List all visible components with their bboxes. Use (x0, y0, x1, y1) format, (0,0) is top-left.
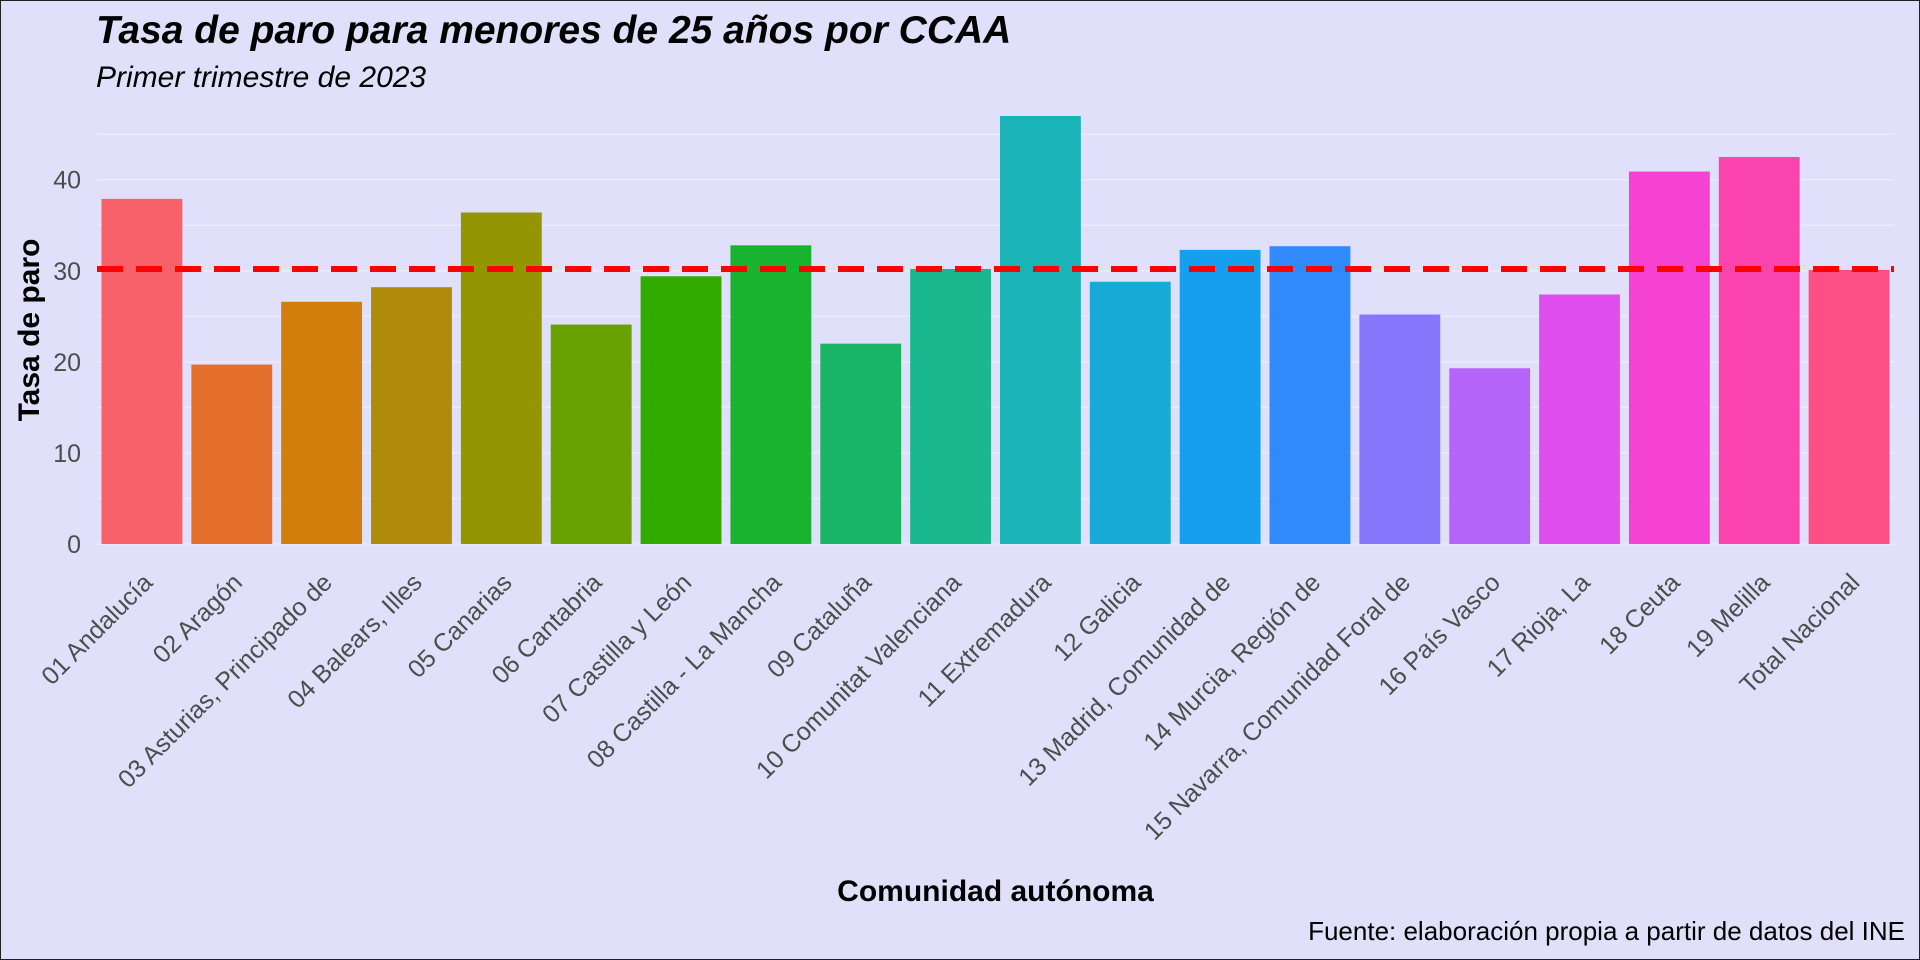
y-tick-label: 30 (53, 258, 81, 286)
bar (820, 343, 902, 544)
bar (640, 276, 722, 544)
bar (1179, 249, 1261, 544)
bar (1628, 171, 1710, 544)
y-tick-label: 10 (53, 440, 81, 468)
bar (1089, 281, 1171, 544)
chart-caption: Fuente: elaboración propia a partir de d… (1308, 916, 1905, 946)
y-axis-title: Tasa de paro (13, 239, 46, 422)
chart-subtitle: Primer trimestre de 2023 (96, 61, 427, 94)
bar (101, 198, 183, 544)
bar (910, 268, 992, 544)
bar (460, 212, 542, 545)
y-tick-label: 40 (53, 167, 81, 195)
x-tick-label: 07 Castilla y León (537, 568, 697, 728)
x-tick-label: 19 Melilla (1681, 568, 1776, 663)
bar (371, 287, 452, 544)
bar (1539, 294, 1620, 544)
x-tick-label: 01 Andalucía (36, 568, 158, 690)
y-tick-label: 0 (67, 531, 81, 559)
x-axis-title: Comunidad autónoma (837, 875, 1154, 908)
bar (1449, 368, 1531, 544)
x-tick-label: 14 Murcia, Región de (1138, 568, 1326, 756)
bar (550, 324, 632, 544)
chart-title: Tasa de paro para menores de 25 años por… (96, 9, 1012, 52)
bar (1808, 269, 1890, 544)
x-tick-label: 18 Ceuta (1594, 568, 1686, 660)
bar (1269, 246, 1351, 544)
bar (281, 301, 363, 544)
y-tick-label: 20 (53, 349, 81, 377)
bar (999, 116, 1081, 544)
bar (730, 245, 812, 544)
bar (1359, 314, 1441, 544)
bar (191, 364, 273, 544)
bar (1718, 156, 1800, 544)
